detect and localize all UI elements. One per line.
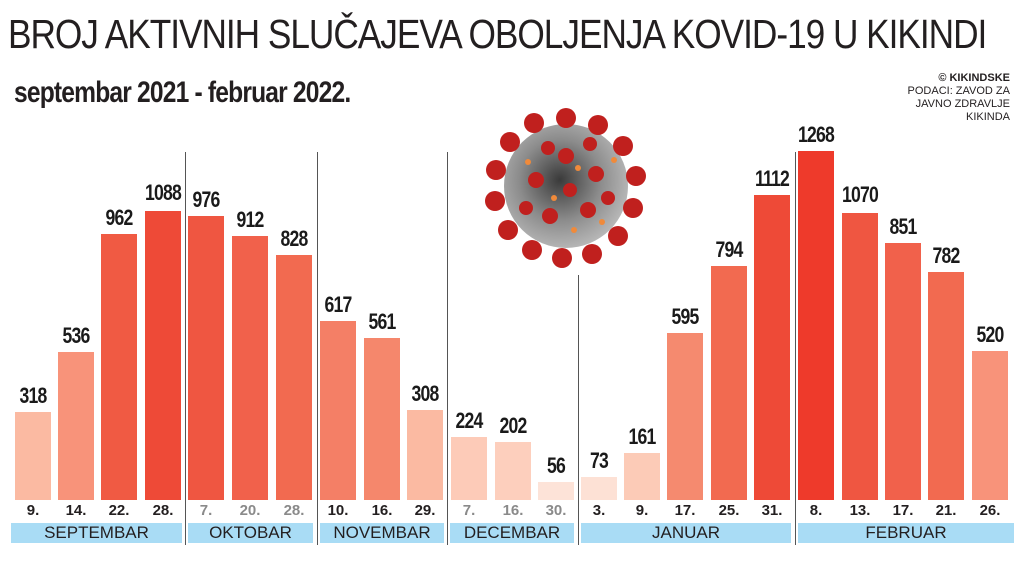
bar-okt-20	[232, 236, 268, 500]
bar-jan-31	[754, 195, 790, 500]
bar-jan-25	[711, 266, 747, 500]
day-label: 31.	[761, 502, 783, 519]
source-line-2: JAVNO ZDRAVLJE	[915, 98, 1010, 110]
day-label: 3.	[592, 502, 606, 519]
bar-feb-17	[885, 243, 921, 500]
bar-feb-13	[842, 213, 878, 500]
bar-value: 73	[590, 448, 609, 473]
bar-sep-22	[101, 234, 137, 500]
bar-value: 520	[976, 322, 1005, 347]
bar-nov-10	[320, 321, 356, 500]
bar-jan-9	[624, 453, 660, 500]
day-label: 7.	[462, 502, 476, 519]
source-credit: © KIKINDSKE PODACI: ZAVOD ZA JAVNO ZDRAV…	[908, 72, 1010, 124]
source-line-1: PODACI: ZAVOD ZA	[907, 85, 1010, 97]
bar-value: 1112	[754, 166, 790, 191]
day-label: 9.	[635, 502, 649, 519]
day-label: 8.	[809, 502, 823, 519]
bar-okt-7	[188, 216, 224, 500]
month-divider	[795, 152, 796, 545]
bar-sep-28	[145, 211, 181, 500]
bar-dec-7	[451, 437, 487, 500]
bar-value: 595	[671, 304, 700, 329]
bar-value: 851	[889, 214, 918, 239]
day-label: 28.	[283, 502, 305, 519]
source-line-3: KIKINDA	[965, 111, 1010, 123]
day-label: 20.	[239, 502, 261, 519]
day-label: 21.	[935, 502, 957, 519]
day-label: 26.	[979, 502, 1001, 519]
day-label: 14.	[65, 502, 87, 519]
day-label: 17.	[892, 502, 914, 519]
bar-nov-16	[364, 338, 400, 500]
bar-value: 962	[105, 205, 134, 230]
day-label: 29.	[414, 502, 436, 519]
bar-feb-26	[972, 351, 1008, 500]
bar-value: 1268	[798, 122, 835, 147]
day-label: 10.	[327, 502, 349, 519]
month-label-februar: FEBRUAR	[798, 523, 1014, 543]
day-label: 28.	[152, 502, 174, 519]
day-label: 25.	[718, 502, 740, 519]
chart-subtitle: septembar 2021 - februar 2022.	[14, 76, 351, 109]
bar-okt-28	[276, 255, 312, 500]
bar-value: 318	[19, 383, 48, 408]
bar-nov-29	[407, 410, 443, 500]
bar-dec-16	[495, 442, 531, 500]
bar-sep-9	[15, 412, 51, 500]
bar-value: 828	[280, 226, 309, 251]
bar-value: 782	[932, 243, 961, 268]
bar-value: 617	[324, 292, 353, 317]
coronavirus-icon	[485, 108, 646, 268]
month-divider	[447, 152, 448, 545]
bar-feb-8	[798, 151, 834, 500]
copyright-label: © KIKINDSKE	[938, 72, 1010, 84]
bar-value: 1088	[145, 180, 182, 205]
month-label-novembar: NOVEMBAR	[320, 523, 444, 543]
bar-value: 912	[236, 207, 265, 232]
month-label-oktobar: OKTOBAR	[188, 523, 313, 543]
month-label-januar: JANUAR	[581, 523, 791, 543]
month-divider	[185, 152, 186, 545]
bar-value: 202	[499, 413, 528, 438]
bar-value: 976	[192, 187, 221, 212]
bar-sep-14	[58, 352, 94, 500]
day-label: 13.	[849, 502, 871, 519]
bar-value: 561	[368, 309, 397, 334]
bar-value: 308	[411, 381, 440, 406]
bar-value: 794	[715, 237, 744, 262]
bar-feb-21	[928, 272, 964, 500]
month-divider	[317, 152, 318, 545]
bar-value: 1070	[842, 182, 879, 207]
day-label: 17.	[674, 502, 696, 519]
bar-jan-17	[667, 333, 703, 500]
day-label: 22.	[108, 502, 130, 519]
day-label: 7.	[199, 502, 213, 519]
day-label: 30.	[545, 502, 567, 519]
day-label: 9.	[26, 502, 40, 519]
month-label-septembar: SEPTEMBAR	[11, 523, 182, 543]
bar-value: 161	[628, 424, 657, 449]
bar-jan-3	[581, 477, 617, 500]
bar-dec-30	[538, 482, 574, 500]
month-label-decembar: DECEMBAR	[450, 523, 574, 543]
day-label: 16.	[371, 502, 393, 519]
bar-value: 224	[455, 408, 484, 433]
month-divider	[578, 275, 579, 545]
day-label: 16.	[502, 502, 524, 519]
bar-value: 536	[62, 323, 91, 348]
bar-value: 56	[547, 453, 566, 478]
chart-title: BROJ AKTIVNIH SLUČAJEVA OBOLJENJA KOVID-…	[8, 11, 987, 57]
